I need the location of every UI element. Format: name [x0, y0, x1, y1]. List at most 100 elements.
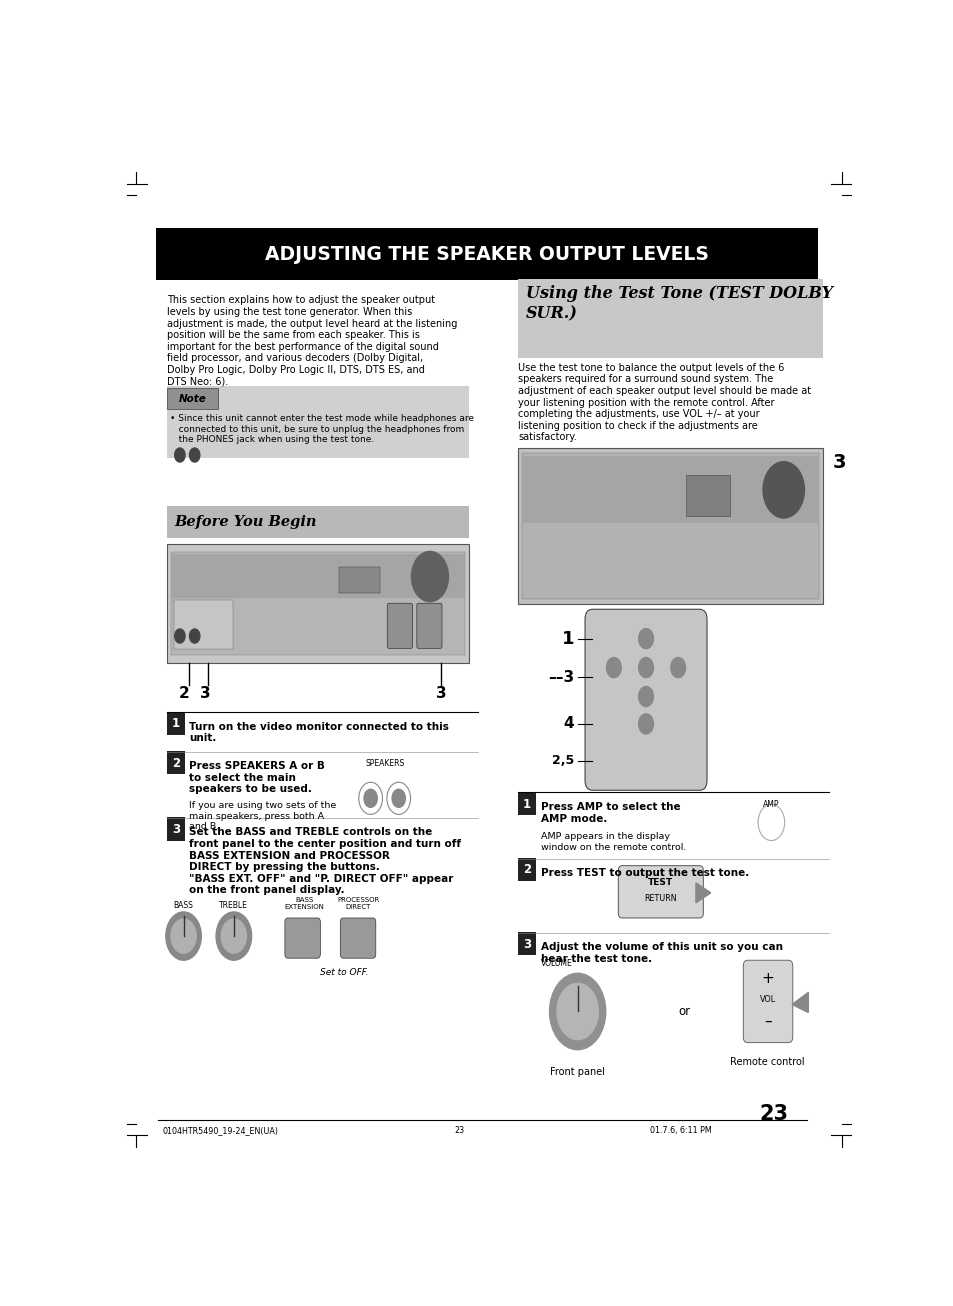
Text: English: English	[902, 1135, 912, 1175]
Text: +: +	[760, 970, 773, 986]
Circle shape	[606, 657, 620, 678]
Circle shape	[190, 448, 199, 462]
Polygon shape	[696, 883, 710, 902]
Text: This section explains how to adjust the speaker output
levels by using the test : This section explains how to adjust the …	[167, 295, 457, 387]
Text: • Since this unit cannot enter the test mode while headphones are
   connected t: • Since this unit cannot enter the test …	[170, 414, 474, 444]
Text: 3: 3	[200, 686, 211, 701]
FancyBboxPatch shape	[340, 918, 375, 959]
Text: –: –	[763, 1013, 771, 1029]
Text: SPEAKERS: SPEAKERS	[365, 759, 405, 768]
FancyBboxPatch shape	[521, 456, 819, 524]
Text: VOL: VOL	[759, 995, 775, 1004]
FancyBboxPatch shape	[285, 918, 320, 959]
Circle shape	[638, 687, 653, 707]
Circle shape	[411, 551, 448, 602]
Text: VOLUME: VOLUME	[540, 959, 572, 968]
Text: ––3: ––3	[547, 670, 574, 684]
Circle shape	[174, 629, 185, 643]
FancyBboxPatch shape	[517, 858, 536, 880]
Text: Adjust the volume of this unit so you can
hear the test tone.: Adjust the volume of this unit so you ca…	[540, 942, 781, 964]
Text: 2: 2	[172, 756, 180, 769]
Text: 3: 3	[436, 686, 446, 701]
FancyBboxPatch shape	[521, 453, 819, 599]
FancyBboxPatch shape	[167, 818, 185, 841]
FancyBboxPatch shape	[618, 866, 702, 918]
FancyBboxPatch shape	[387, 603, 412, 648]
Text: BASS
EXTENSION: BASS EXTENSION	[284, 897, 324, 910]
Text: Press SPEAKERS A or B
to select the main
speakers to be used.: Press SPEAKERS A or B to select the main…	[190, 761, 325, 794]
FancyBboxPatch shape	[517, 932, 536, 955]
Text: AMP: AMP	[762, 801, 779, 810]
Circle shape	[216, 912, 252, 960]
Text: or: or	[679, 1006, 690, 1017]
FancyBboxPatch shape	[584, 609, 706, 790]
FancyBboxPatch shape	[167, 543, 469, 662]
Text: Set to OFF.: Set to OFF.	[320, 968, 369, 977]
Text: 2: 2	[522, 863, 531, 876]
Text: AMP appears in the display
window on the remote control.: AMP appears in the display window on the…	[540, 832, 685, 852]
Circle shape	[638, 657, 653, 678]
FancyBboxPatch shape	[685, 475, 729, 516]
Text: 3: 3	[522, 938, 531, 951]
Polygon shape	[791, 993, 807, 1012]
FancyBboxPatch shape	[171, 552, 465, 654]
Text: PROCESSOR
DIRECT: PROCESSOR DIRECT	[336, 897, 378, 910]
Text: 23: 23	[759, 1104, 787, 1124]
FancyBboxPatch shape	[338, 567, 379, 593]
Text: 1: 1	[561, 629, 574, 648]
Circle shape	[762, 462, 803, 518]
FancyBboxPatch shape	[167, 712, 185, 735]
Text: 2,5: 2,5	[551, 755, 574, 768]
Text: BASS: BASS	[173, 901, 193, 910]
Circle shape	[557, 983, 598, 1040]
Text: ADJUSTING THE SPEAKER OUTPUT LEVELS: ADJUSTING THE SPEAKER OUTPUT LEVELS	[265, 244, 708, 264]
FancyBboxPatch shape	[167, 388, 218, 409]
Text: Press TEST to output the test tone.: Press TEST to output the test tone.	[540, 867, 748, 878]
Text: Press AMP to select the
AMP mode.: Press AMP to select the AMP mode.	[540, 802, 679, 824]
FancyBboxPatch shape	[171, 554, 465, 598]
FancyBboxPatch shape	[742, 960, 792, 1042]
Text: 1: 1	[522, 798, 531, 811]
Text: 1: 1	[172, 717, 180, 730]
Circle shape	[670, 657, 685, 678]
Text: Set the BASS and TREBLE controls on the
front panel to the center position and t: Set the BASS and TREBLE controls on the …	[190, 828, 461, 896]
Circle shape	[638, 628, 653, 649]
Text: Remote control: Remote control	[730, 1057, 804, 1067]
FancyBboxPatch shape	[167, 505, 469, 538]
Text: 0104HTR5490_19-24_EN(UA): 0104HTR5490_19-24_EN(UA)	[162, 1126, 278, 1135]
FancyBboxPatch shape	[416, 603, 441, 648]
Text: Using the Test Tone (TEST DOLBY
SUR.): Using the Test Tone (TEST DOLBY SUR.)	[525, 286, 832, 323]
Circle shape	[549, 973, 605, 1050]
FancyBboxPatch shape	[167, 751, 185, 774]
Text: 23: 23	[454, 1126, 464, 1135]
Text: 4: 4	[562, 717, 574, 731]
Text: Turn on the video monitor connected to this
unit.: Turn on the video monitor connected to t…	[190, 722, 449, 743]
Text: PREPARATION: PREPARATION	[902, 572, 912, 649]
Text: Use the test tone to balance the output levels of the 6
speakers required for a : Use the test tone to balance the output …	[518, 363, 811, 443]
FancyBboxPatch shape	[518, 448, 822, 605]
Text: Note: Note	[178, 394, 206, 404]
Circle shape	[221, 919, 246, 953]
Text: 2: 2	[179, 686, 190, 701]
Circle shape	[166, 912, 201, 960]
Text: 3: 3	[832, 453, 845, 473]
Circle shape	[171, 919, 196, 953]
Circle shape	[392, 789, 405, 807]
Text: Front panel: Front panel	[550, 1067, 604, 1077]
FancyBboxPatch shape	[156, 229, 817, 281]
Text: 3: 3	[172, 823, 180, 836]
FancyBboxPatch shape	[518, 279, 822, 358]
Circle shape	[638, 714, 653, 734]
Circle shape	[364, 789, 376, 807]
Circle shape	[174, 448, 185, 462]
Text: TREBLE: TREBLE	[219, 901, 248, 910]
Text: Before You Begin: Before You Begin	[174, 515, 316, 529]
Text: RETURN: RETURN	[643, 895, 676, 904]
FancyBboxPatch shape	[173, 601, 233, 649]
Text: 01.7.6, 6:11 PM: 01.7.6, 6:11 PM	[650, 1126, 711, 1135]
FancyBboxPatch shape	[167, 387, 469, 458]
Circle shape	[190, 629, 199, 643]
FancyBboxPatch shape	[517, 793, 536, 815]
Text: TEST: TEST	[647, 878, 672, 887]
Text: If you are using two sets of the
main speakers, press both A
and B.: If you are using two sets of the main sp…	[190, 802, 336, 831]
